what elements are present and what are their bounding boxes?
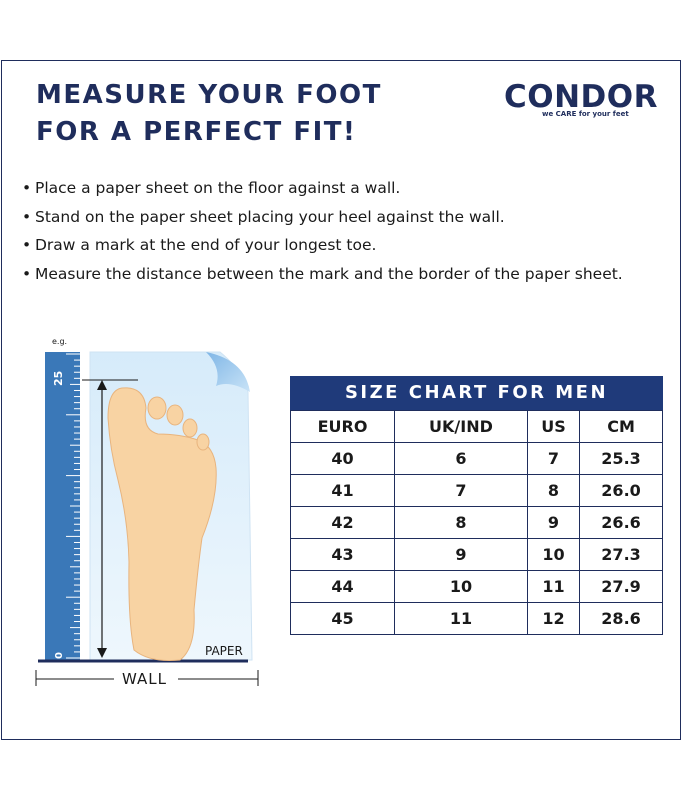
logo-tagline: we CARE for your feet: [542, 110, 629, 118]
table-cell: 9: [394, 538, 528, 571]
instruction-list: • Place a paper sheet on the floor agains…: [22, 174, 623, 289]
instruction-item: • Draw a mark at the end of your longest …: [22, 236, 377, 255]
logo-wordmark: CONDOR: [504, 79, 659, 115]
table-cell: 45: [289, 602, 396, 635]
instruction-item: • Stand on the paper sheet placing your h…: [22, 207, 505, 226]
table-cell: 12: [526, 602, 581, 635]
table-cell: 27.9: [579, 570, 663, 603]
table-cell: 27.3: [579, 538, 663, 571]
instruction-item: • Place a paper sheet on the floor agains…: [22, 179, 401, 197]
table-row: 41 7 8 26.0: [289, 474, 663, 507]
page-title-line2: FOR A PERFECT FIT!: [36, 117, 357, 147]
condor-logo: CONDOR we CARE for your feet: [504, 80, 664, 120]
table-cell: 9: [526, 506, 581, 539]
ruler-ticks: [66, 353, 80, 659]
table-cell: 10: [526, 538, 581, 571]
table-row: 42 8 9 26.6: [289, 506, 663, 539]
size-chart-title: SIZE CHART FOR MEN: [290, 376, 663, 410]
table-cell: 10: [394, 570, 528, 603]
table-cell: 8: [394, 506, 528, 539]
arrow-up-icon: [97, 380, 107, 390]
table-row: 44 10 11 27.9: [289, 570, 663, 603]
table-row: 40 6 7 25.3: [289, 442, 663, 475]
table-cell: 41: [289, 474, 396, 507]
table-header-row: EURO UK/IND US CM: [289, 410, 663, 443]
column-header: US: [526, 410, 581, 443]
foot-measure-illustration: 25 0 e.g. PAPER WALL: [30, 330, 270, 700]
paper-label: PAPER: [205, 644, 243, 658]
column-header: CM: [579, 410, 663, 443]
table-row: 43 9 10 27.3: [289, 538, 663, 571]
ruler-bottom-label: 0: [54, 652, 65, 659]
example-label: e.g.: [52, 337, 67, 346]
table-cell: 7: [394, 474, 528, 507]
table-row: 45 11 12 28.6: [289, 602, 663, 635]
table-cell: 40: [289, 442, 396, 475]
paper-curl-icon: [206, 352, 250, 392]
column-header: UK/IND: [394, 410, 528, 443]
column-header: EURO: [289, 410, 396, 443]
content-frame: [1, 60, 681, 740]
wall-label: WALL: [122, 670, 167, 688]
arrow-down-icon: [97, 648, 107, 658]
instruction-item: • Measure the distance between the mark a…: [22, 265, 623, 284]
table-cell: 25.3: [579, 442, 663, 475]
foot-icon: [107, 387, 217, 661]
ruler-top-label: 25: [52, 371, 65, 386]
table-cell: 7: [526, 442, 581, 475]
table-cell: 44: [289, 570, 396, 603]
table-cell: 28.6: [579, 602, 663, 635]
page-title-line1: MEASURE YOUR FOOT: [36, 80, 382, 110]
table-cell: 11: [394, 602, 528, 635]
table-cell: 26.0: [579, 474, 663, 507]
table-cell: 43: [289, 538, 396, 571]
table-cell: 8: [526, 474, 581, 507]
table-cell: 42: [289, 506, 396, 539]
table-cell: 11: [526, 570, 581, 603]
size-chart-table: SIZE CHART FOR MEN EURO UK/IND US CM 40 …: [289, 376, 663, 635]
table-cell: 26.6: [579, 506, 663, 539]
table-cell: 6: [394, 442, 528, 475]
